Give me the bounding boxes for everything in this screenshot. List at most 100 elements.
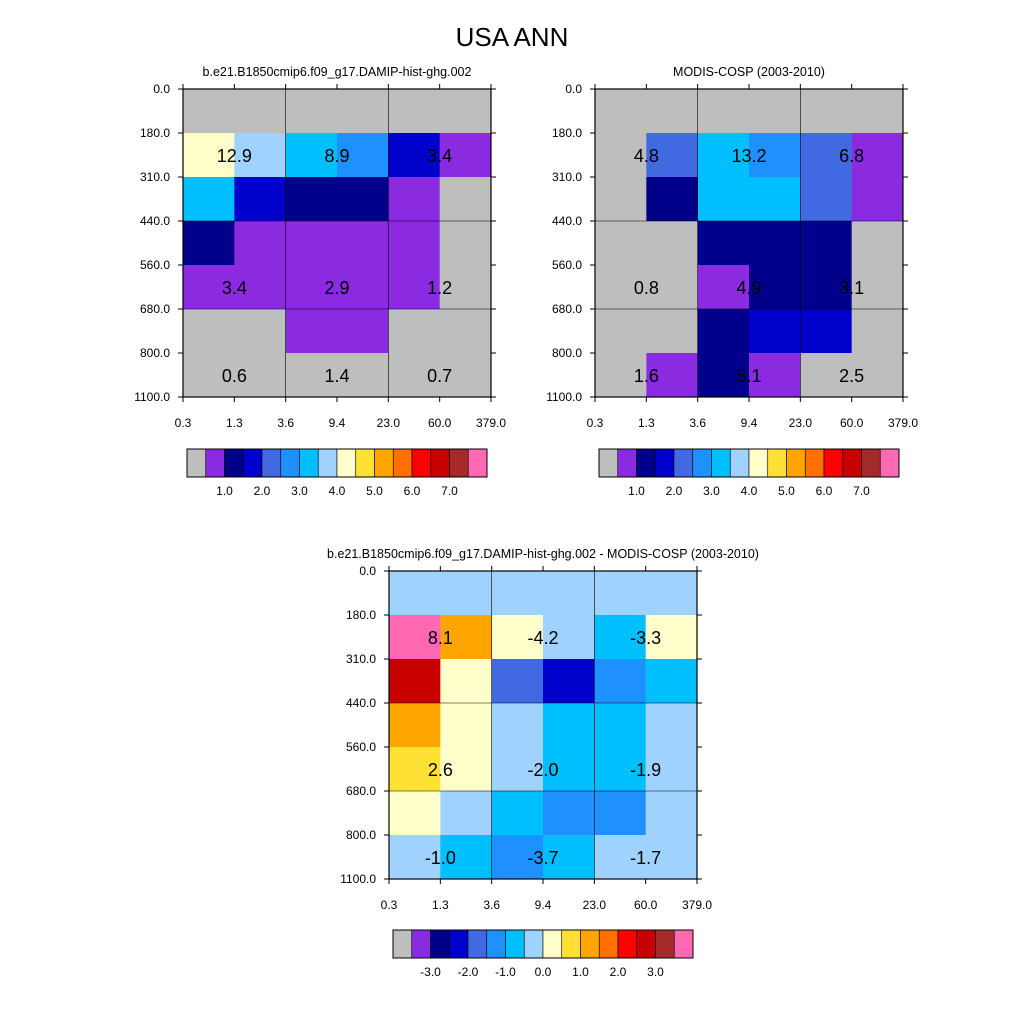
heatmap-cell: [183, 89, 235, 134]
heatmap-cell: [491, 747, 544, 792]
heatmap-cell: [234, 309, 287, 354]
y-tick-label: 310.0: [552, 170, 582, 184]
colorbar-label: 3.0: [703, 484, 720, 498]
heatmap-cell: [646, 221, 699, 266]
heatmap-cell: [234, 177, 287, 222]
colorbar: 1.0 2.0 3.0 4.0 5.0 6.0 7.0: [598, 448, 900, 498]
heatmap-cell: [234, 133, 287, 178]
colorbar-swatch: [392, 929, 413, 959]
colorbar-label: 2.0: [254, 484, 271, 498]
y-tick-label: 440.0: [552, 214, 582, 228]
heatmap-cell: [595, 133, 647, 178]
heatmap-cell: [439, 89, 492, 134]
heatmap-cell: [337, 309, 389, 354]
heatmap-cell: [800, 177, 853, 222]
heatmap-cell: [491, 571, 544, 616]
heatmap-cell: [183, 177, 235, 222]
colorbar-swatch: [374, 448, 394, 478]
heatmap-cell: [183, 309, 235, 354]
colorbar-swatch: [186, 448, 207, 478]
panel-title: b.e21.B1850cmip6.f09_g17.DAMIP-hist-ghg.…: [203, 65, 472, 79]
cell-value-label: 2.6: [428, 760, 453, 780]
cell-value-label: 1.6: [634, 366, 659, 386]
heatmap-cell: [440, 571, 493, 616]
heatmap-cell: [645, 791, 698, 836]
colorbar-swatch: [861, 448, 881, 478]
colorbar-label: 7.0: [853, 484, 870, 498]
heatmap-cell: [594, 791, 647, 836]
heatmap-cell: [543, 659, 595, 704]
y-tick-label: 560.0: [552, 258, 582, 272]
heatmap-cell: [543, 791, 595, 836]
y-tick-label: 1100.0: [546, 390, 582, 404]
y-tick-label: 310.0: [140, 170, 170, 184]
heatmap-cell: [439, 265, 492, 310]
heatmap-cell: [749, 89, 801, 134]
heatmap-cell: [491, 835, 544, 880]
heatmap-cell: [697, 353, 750, 398]
heatmap-cell: [800, 265, 853, 310]
cell-value-label: 6.8: [839, 146, 864, 166]
x-tick-label: 0.3: [587, 416, 604, 430]
heatmap-cell: [389, 659, 441, 704]
y-tick-label: 800.0: [140, 346, 170, 360]
colorbar-swatch: [879, 448, 900, 478]
heatmap-cell: [595, 265, 647, 310]
heatmap-cell: [543, 835, 595, 880]
colorbar-swatch: [804, 448, 825, 478]
colorbar-swatch: [655, 929, 675, 959]
y-tick-label: 180.0: [552, 126, 582, 140]
colorbar-label: 7.0: [441, 484, 458, 498]
cell-value-label: 4.9: [736, 278, 761, 298]
heatmap-cell: [851, 89, 904, 134]
x-tick-label: 9.4: [741, 416, 758, 430]
cell-value-label: 3.4: [427, 146, 452, 166]
y-tick-label: 1100.0: [340, 872, 376, 886]
x-tick-label: 60.0: [428, 416, 452, 430]
heatmap-cell: [543, 615, 595, 660]
cell-value-label: 0.8: [634, 278, 659, 298]
heatmap-cell: [285, 89, 338, 134]
heatmap-cell: [183, 133, 235, 178]
x-tick-label: 23.0: [583, 898, 607, 912]
heatmap-cell: [388, 353, 441, 398]
cell-value-label: 4.8: [634, 146, 659, 166]
heatmap-cell: [337, 177, 389, 222]
colorbar-swatch: [336, 448, 357, 478]
y-tick-label: 310.0: [346, 652, 376, 666]
y-tick-label: 560.0: [140, 258, 170, 272]
y-tick-label: 0.0: [359, 564, 376, 578]
colorbar-frame: [598, 448, 900, 478]
heatmap-cell: [439, 353, 492, 398]
heatmap-cell: [285, 265, 338, 310]
cell-value-label: -1.9: [630, 760, 661, 780]
heatmap-cell: [645, 835, 698, 880]
heatmap-cell: [851, 221, 904, 266]
heatmap-cell: [645, 571, 698, 616]
colorbar-swatch: [580, 929, 600, 959]
colorbar-swatch: [261, 448, 282, 478]
heatmap-cell: [439, 221, 492, 266]
x-tick-label: 23.0: [789, 416, 813, 430]
x-tick-label: 60.0: [840, 416, 864, 430]
panel-title: b.e21.B1850cmip6.f09_g17.DAMIP-hist-ghg.…: [327, 547, 759, 561]
colorbar-swatch: [617, 448, 637, 478]
colorbar-swatch: [823, 448, 844, 478]
cell-value-label: -3.7: [527, 848, 558, 868]
heatmap-cell: [285, 309, 338, 354]
x-tick-label: 379.0: [476, 416, 506, 430]
heatmap-cell: [285, 353, 338, 398]
colorbar-swatch: [711, 448, 731, 478]
heatmap-cell: [440, 659, 493, 704]
heatmap-cell: [646, 177, 699, 222]
y-tick-label: 180.0: [140, 126, 170, 140]
heatmap-cell: [645, 615, 698, 660]
heatmap-cell: [800, 221, 853, 266]
heatmap-cell: [646, 265, 699, 310]
heatmap-cell: [389, 835, 441, 880]
colorbar-swatch: [430, 929, 450, 959]
heatmap-cell: [388, 265, 441, 310]
colorbar-label: 1.0: [628, 484, 645, 498]
cell-value-label: -1.0: [425, 848, 456, 868]
colorbar-swatch: [598, 929, 619, 959]
